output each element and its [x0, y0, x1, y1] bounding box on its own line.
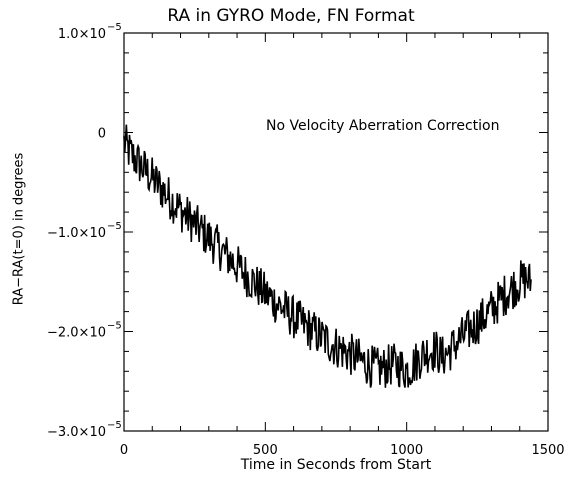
y-tick-exponent: −5: [107, 22, 122, 33]
y-tick-exponent: −5: [107, 221, 122, 232]
chart-annotation: No Velocity Aberration Correction: [266, 118, 500, 134]
x-tick-label: 0: [120, 443, 128, 458]
x-tick-label: 1500: [531, 443, 564, 458]
x-axis-label: Time in Seconds from Start: [240, 457, 432, 473]
y-tick-label: −2.0×10: [47, 326, 106, 341]
x-tick-label: 1000: [390, 443, 423, 458]
series-line: [123, 124, 532, 388]
y-tick-label: 0: [98, 127, 106, 142]
axis-ticks: [123, 32, 549, 432]
chart-title: RA in GYRO Mode, FN Format: [167, 6, 415, 26]
y-tick-label: 1.0×10: [58, 27, 106, 42]
y-axis-label: RA−RA(t=0) in degrees: [11, 152, 27, 306]
y-tick-exponent: −5: [107, 321, 122, 332]
y-tick-label: −1.0×10: [47, 226, 106, 241]
plot-frame: [123, 32, 549, 432]
y-tick-label: −3.0×10: [47, 425, 106, 440]
y-tick-exponent: −5: [107, 420, 122, 431]
x-tick-label: 500: [253, 443, 278, 458]
